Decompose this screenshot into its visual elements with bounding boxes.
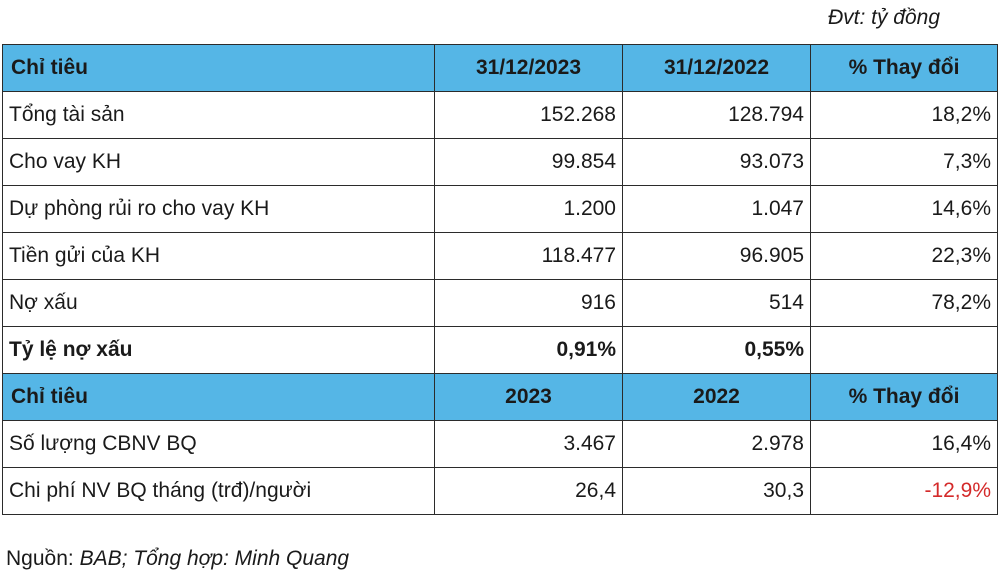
header-cell-indicator: Chỉ tiêu [2,44,435,92]
source-note: Nguồn: BAB; Tổng hợp: Minh Quang [6,546,349,572]
value-change: 18,2% [810,91,998,139]
table-row: Chi phí NV BQ tháng (trđ)/người 26,4 30,… [2,467,998,515]
value-2023: 26,4 [434,467,623,515]
table-row: Nợ xấu 916 514 78,2% [2,279,998,327]
row-label: Tiền gửi của KH [2,232,435,280]
value-change: 22,3% [810,232,998,280]
value-2023: 1.200 [434,185,623,233]
row-label: Dự phòng rủi ro cho vay KH [2,185,435,233]
value-2023: 118.477 [434,232,623,280]
table-row: Dự phòng rủi ro cho vay KH 1.200 1.047 1… [2,185,998,233]
value-2023: 99.854 [434,138,623,186]
row-label: Tỷ lệ nợ xấu [2,326,435,374]
row-label: Tổng tài sản [2,91,435,139]
value-2023: 3.467 [434,420,623,468]
value-2023: 916 [434,279,623,327]
value-change-negative: -12,9% [810,467,998,515]
section2-header-row: Chỉ tiêu 2023 2022 % Thay đổi [2,373,998,421]
value-change: 7,3% [810,138,998,186]
table-row: Tiền gửi của KH 118.477 96.905 22,3% [2,232,998,280]
row-label: Nợ xấu [2,279,435,327]
value-2022: 2.978 [622,420,811,468]
header-cell-indicator: Chỉ tiêu [2,373,435,421]
value-2022: 0,55% [622,326,811,374]
header-cell-change: % Thay đổi [810,373,998,421]
value-2022: 93.073 [622,138,811,186]
value-2022: 514 [622,279,811,327]
unit-note: Đvt: tỷ đồng [827,6,940,29]
value-2022: 30,3 [622,467,811,515]
row-label: Số lượng CBNV BQ [2,420,435,468]
header-cell-date-2023: 31/12/2023 [434,44,623,92]
table-row: Cho vay KH 99.854 93.073 7,3% [2,138,998,186]
table-row-npl-ratio: Tỷ lệ nợ xấu 0,91% 0,55% [2,326,998,374]
value-2022: 128.794 [622,91,811,139]
header-cell-date-2022: 31/12/2022 [622,44,811,92]
value-2023: 0,91% [434,326,623,374]
table-row: Số lượng CBNV BQ 3.467 2.978 16,4% [2,420,998,468]
header-cell-year-2023: 2023 [434,373,623,421]
value-2023: 152.268 [434,91,623,139]
row-label: Cho vay KH [2,138,435,186]
section1-header-row: Chỉ tiêu 31/12/2023 31/12/2022 % Thay đổ… [2,44,998,92]
table-row: Tổng tài sản 152.268 128.794 18,2% [2,91,998,139]
source-prefix: Nguồn: [6,547,80,570]
header-cell-change: % Thay đổi [810,44,998,92]
value-2022: 1.047 [622,185,811,233]
value-change: 14,6% [810,185,998,233]
value-change: 78,2% [810,279,998,327]
financial-table: Chỉ tiêu 31/12/2023 31/12/2022 % Thay đổ… [2,44,998,515]
value-change [810,326,998,374]
source-text: BAB; Tổng hợp: Minh Quang [79,547,350,570]
value-change: 16,4% [810,420,998,468]
row-label: Chi phí NV BQ tháng (trđ)/người [2,467,435,515]
value-2022: 96.905 [622,232,811,280]
header-cell-year-2022: 2022 [622,373,811,421]
